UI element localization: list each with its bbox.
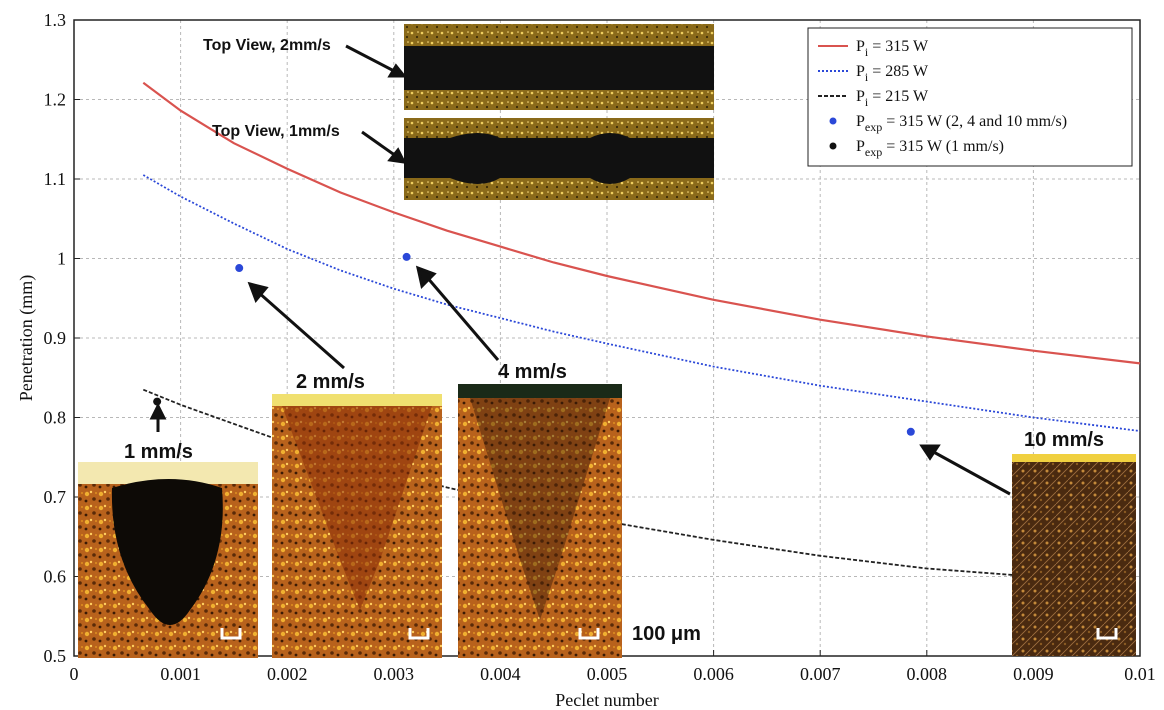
series-line-2 xyxy=(142,174,1141,432)
x-tick-label: 0.005 xyxy=(587,664,628,684)
scale-bar-label: 100 μm xyxy=(632,623,701,645)
annotation-arrows xyxy=(149,44,1011,496)
legend-text: = 315 W xyxy=(868,38,929,55)
top-view-image-2mm xyxy=(404,24,714,110)
arrow-4mm xyxy=(424,275,500,361)
cross-section-10mm xyxy=(1012,454,1136,656)
axis-ticks: 0 0.001 0.002 0.003 0.004 0.005 0.006 0.007 0.00… xyxy=(44,10,1156,684)
legend-subscript: exp xyxy=(865,145,882,159)
y-tick-label: 1.2 xyxy=(44,90,67,110)
legend-text: P xyxy=(856,138,865,155)
cross-section-4mm xyxy=(458,384,622,658)
top-view-1mm-label: Top View, 1mm/s xyxy=(212,123,340,140)
series-line-3 xyxy=(142,388,1034,578)
legend-text: P xyxy=(856,88,865,105)
arrow-head-2mm xyxy=(247,281,269,303)
top-view-2mm-label: Top View, 2mm/s xyxy=(203,37,331,54)
legend-subscript: i xyxy=(865,45,869,59)
legend-swatch-point xyxy=(829,117,837,125)
legend-entry: Pexp = 315 W (1 mm/s) xyxy=(856,138,1004,159)
speed-1mm-label: 1 mm/s xyxy=(124,441,193,463)
cross-section-2mm xyxy=(272,394,442,658)
x-tick-label: 0.01 xyxy=(1124,664,1156,684)
arrow-head-top-view-2mm xyxy=(387,63,408,78)
y-tick-label: 0.8 xyxy=(44,408,67,428)
x-tick-label: 0.003 xyxy=(374,664,415,684)
experimental-points xyxy=(153,252,915,436)
legend-text: P xyxy=(856,63,865,80)
legend-entry: Pexp = 315 W (2, 4 and 10 mm/s) xyxy=(856,113,1067,134)
y-axis-title: Penetration (mm) xyxy=(16,275,37,401)
legend-swatch-point xyxy=(829,142,837,150)
legend-text: P xyxy=(856,38,865,55)
top-view-image-1mm xyxy=(404,118,714,200)
y-tick-label: 1.3 xyxy=(44,10,67,30)
speed-4mm-label: 4 mm/s xyxy=(498,361,567,383)
y-tick-label: 1.1 xyxy=(44,169,67,189)
cross-section-1mm xyxy=(78,462,258,658)
arrow-head-top-view-1mm xyxy=(387,147,407,164)
legend-text: = 315 W (1 mm/s) xyxy=(882,138,1004,155)
y-tick-label: 0.9 xyxy=(44,328,67,348)
experimental-point xyxy=(235,264,244,273)
legend-text: = 285 W xyxy=(868,63,929,80)
legend-entry: Pi = 315 W xyxy=(856,38,929,59)
x-tick-label: 0.009 xyxy=(1013,664,1054,684)
x-tick-label: 0.008 xyxy=(907,664,948,684)
arrow-head-1mm xyxy=(149,402,167,420)
x-tick-label: 0.001 xyxy=(160,664,201,684)
legend-subscript: i xyxy=(865,70,869,84)
experimental-point xyxy=(906,427,915,436)
x-tick-label: 0.004 xyxy=(480,664,521,684)
speed-2mm-label: 2 mm/s xyxy=(296,371,365,393)
arrow-top-view-1mm xyxy=(361,130,397,158)
x-axis-title: Peclet number xyxy=(555,690,658,710)
experimental-point xyxy=(153,397,162,406)
experimental-point xyxy=(402,252,411,261)
y-tick-label: 0.5 xyxy=(44,646,67,666)
y-tick-label: 1 xyxy=(57,249,66,269)
x-tick-label: 0.007 xyxy=(800,664,841,684)
legend-subscript: i xyxy=(865,95,869,109)
legend-entry: Pi = 285 W xyxy=(856,63,929,84)
speed-10mm-label: 10 mm/s xyxy=(1024,429,1104,451)
legend-subscript: exp xyxy=(865,120,882,134)
x-tick-label: 0.006 xyxy=(693,664,734,684)
arrow-head-4mm xyxy=(415,265,437,289)
series-line-1 xyxy=(142,81,1141,365)
y-tick-label: 0.6 xyxy=(44,567,67,587)
legend-text: P xyxy=(856,113,865,130)
arrow-top-view-2mm xyxy=(345,44,397,74)
legend-entry: Pi = 215 W xyxy=(856,88,929,109)
micrograph-insets xyxy=(78,24,1136,658)
arrow-head-10mm xyxy=(919,444,941,461)
series-lines xyxy=(142,81,1141,578)
legend-text: = 215 W xyxy=(868,88,929,105)
legend-text: = 315 W (2, 4 and 10 mm/s) xyxy=(882,113,1067,130)
y-tick-label: 0.7 xyxy=(44,487,67,507)
x-tick-label: 0 xyxy=(70,664,79,684)
x-tick-label: 0.002 xyxy=(267,664,308,684)
arrow-10mm xyxy=(929,448,1011,496)
arrow-2mm xyxy=(257,290,345,370)
